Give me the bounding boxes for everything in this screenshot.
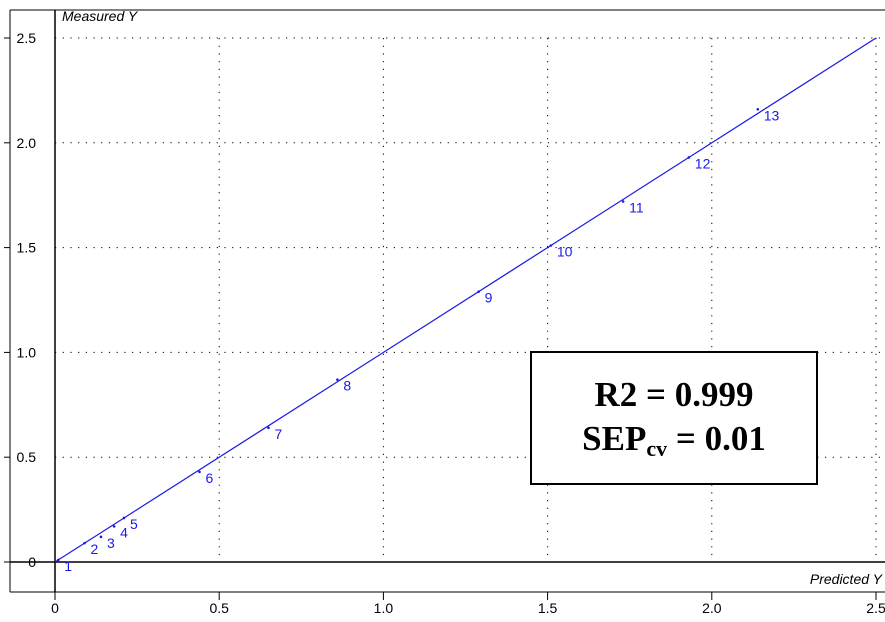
data-point bbox=[122, 516, 126, 520]
x-tick-label: 0.5 bbox=[209, 600, 229, 616]
point-label: 5 bbox=[130, 516, 138, 532]
point-label: 3 bbox=[107, 535, 115, 551]
y-axis-title: Measured Y bbox=[62, 8, 139, 24]
point-label: 9 bbox=[485, 290, 493, 306]
data-point bbox=[549, 244, 553, 247]
point-label: 12 bbox=[695, 155, 711, 171]
data-point bbox=[756, 107, 760, 111]
data-point bbox=[83, 541, 86, 545]
axes bbox=[9, 9, 885, 593]
statistics-box: R2 = 0.999 SEPcv = 0.01 bbox=[530, 351, 818, 485]
r2-text: R2 = 0.999 bbox=[594, 375, 754, 415]
x-tick-label: 1.5 bbox=[538, 600, 558, 616]
point-label: 7 bbox=[274, 426, 282, 442]
data-point bbox=[99, 535, 103, 539]
data-point bbox=[267, 426, 270, 430]
x-tick-label: 2.5 bbox=[866, 600, 885, 616]
fit-line bbox=[54, 37, 877, 563]
point-label: 8 bbox=[343, 378, 351, 394]
x-tick-label: 1.0 bbox=[374, 600, 394, 616]
ticks: 0 0.5 1.0 1.5 2.0 2.5 0 0.5 1.0 1.5 2.0 2.5 bbox=[4, 30, 885, 616]
point-label: 2 bbox=[91, 541, 99, 557]
data-point bbox=[112, 525, 116, 528]
sep-subscript: cv bbox=[646, 436, 668, 462]
sep-value: = 0.01 bbox=[667, 419, 766, 459]
point-label: 6 bbox=[205, 470, 213, 486]
point-label: 13 bbox=[764, 107, 780, 123]
grid-lines bbox=[55, 37, 880, 562]
point-label: 4 bbox=[120, 524, 128, 540]
point-label: 1 bbox=[64, 558, 72, 574]
x-tick-label: 2.0 bbox=[702, 600, 722, 616]
data-point bbox=[198, 470, 201, 474]
y-tick-label: 1.0 bbox=[17, 344, 37, 360]
y-tick-label: 2.5 bbox=[17, 30, 37, 46]
y-tick-label: 2.0 bbox=[17, 135, 37, 151]
x-tick-label: 0 bbox=[51, 600, 59, 616]
data-point bbox=[56, 558, 60, 562]
sep-label: SEP bbox=[582, 419, 647, 459]
data-point bbox=[621, 200, 625, 203]
point-label: 10 bbox=[557, 244, 573, 260]
sep-text: SEPcv = 0.01 bbox=[582, 417, 766, 463]
x-axis-title: Predicted Y bbox=[810, 571, 884, 587]
y-tick-label: 0 bbox=[28, 554, 36, 570]
y-tick-label: 0.5 bbox=[17, 449, 37, 465]
data-point bbox=[687, 156, 691, 159]
point-label: 11 bbox=[629, 199, 644, 215]
y-tick-label: 1.5 bbox=[17, 240, 37, 256]
data-point bbox=[336, 378, 339, 381]
data-point bbox=[477, 290, 480, 293]
